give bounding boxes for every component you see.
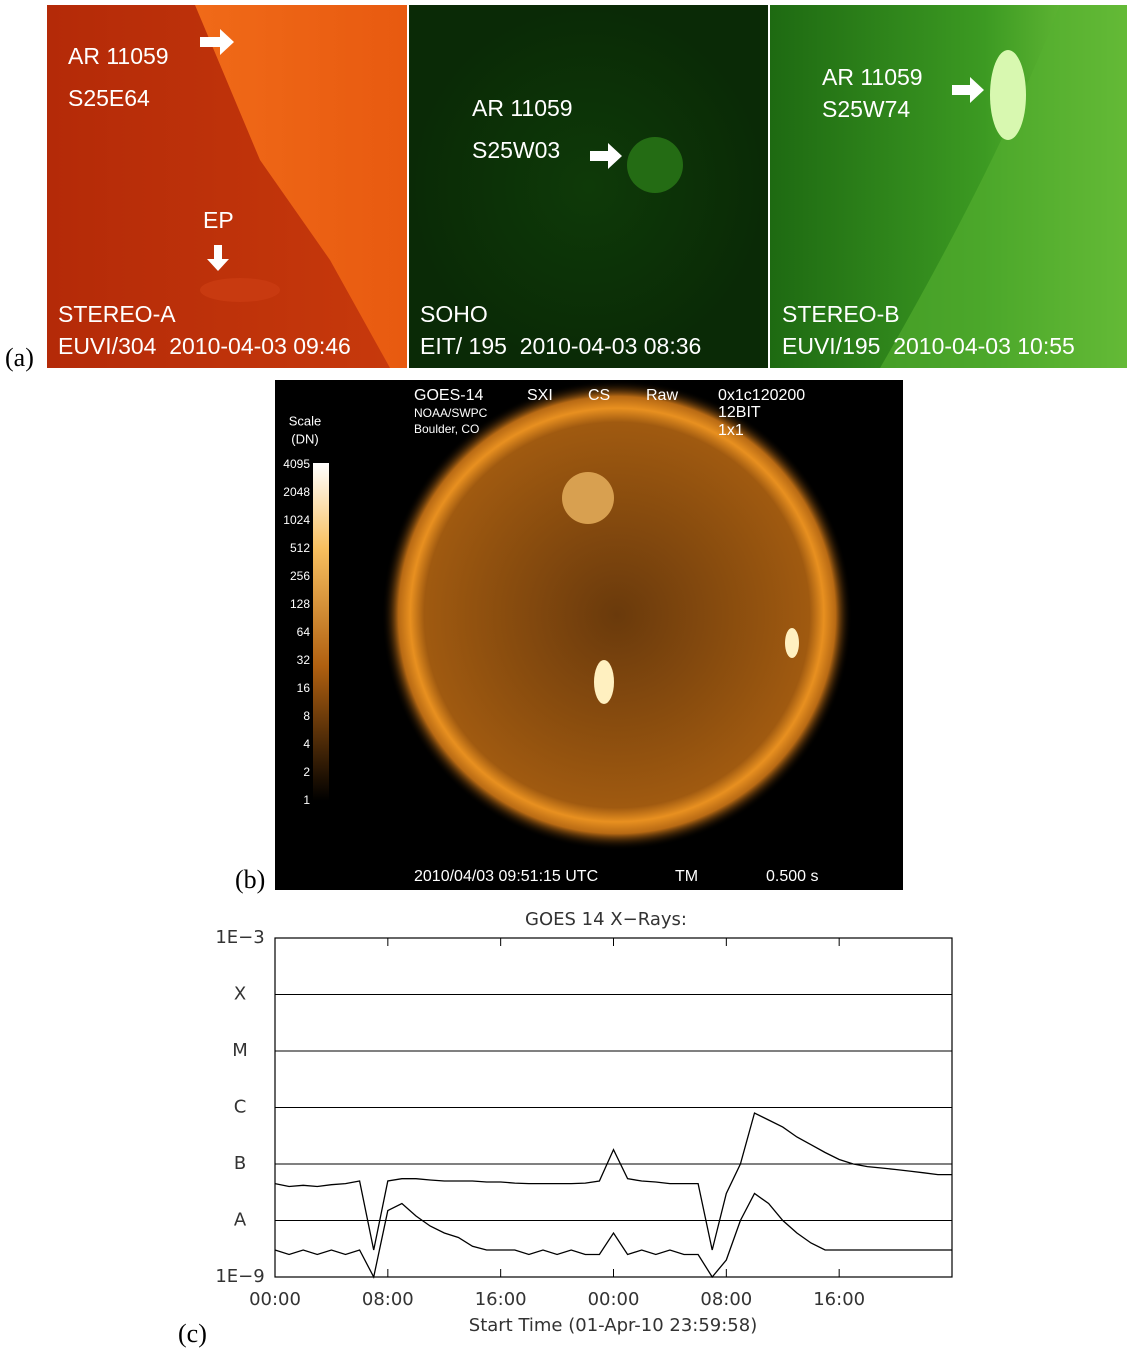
active-region (627, 137, 683, 193)
instrument: STEREO-A (58, 301, 176, 327)
footer: TM (675, 868, 698, 885)
scale-tick-label: 4095 (283, 457, 310, 471)
scale-tick-label: 2 (303, 765, 310, 779)
active-region (990, 50, 1026, 140)
instrument: STEREO-B (782, 301, 900, 327)
format: 12BIT (718, 404, 761, 421)
scale-tick-label: 4 (303, 737, 310, 751)
scale-tick-label: 512 (290, 541, 310, 555)
scale-tick-label: 256 (290, 569, 310, 583)
annotation: S25E64 (68, 85, 150, 111)
scale-tick-label: 32 (297, 653, 311, 667)
caption: EIT/ 195 2010-04-03 08:36 (420, 333, 701, 359)
scale-tick-label: 1 (303, 793, 310, 807)
prominence (200, 278, 280, 302)
caption: EUVI/195 2010-04-03 10:55 (782, 333, 1075, 359)
annotation: S25W03 (472, 137, 560, 163)
scale-title: (DN) (291, 431, 318, 446)
flux-line (275, 1113, 952, 1250)
y-tick-label: B (234, 1153, 246, 1174)
annotation: AR 11059 (68, 43, 169, 69)
caption: EUVI/304 2010-04-03 09:46 (58, 333, 351, 359)
panel-label: (b) (235, 865, 265, 894)
header: GOES-14 (414, 387, 483, 404)
header: CS (588, 387, 610, 404)
annotation: S25W74 (822, 96, 910, 122)
annotation: AR 11059 (822, 64, 923, 90)
scale-tick-label: 1024 (283, 513, 310, 527)
bright-region (562, 472, 614, 524)
annotation: EP (203, 207, 234, 233)
y-tick-label: 1E−3 (215, 927, 264, 948)
instrument: SOHO (420, 301, 488, 327)
x-tick-label: 00:00 (588, 1289, 640, 1310)
x-tick-label: 16:00 (813, 1289, 865, 1310)
header: 0x1c120200 (718, 387, 805, 404)
footer: 0.500 s (766, 868, 818, 885)
x-tick-label: 08:00 (362, 1289, 414, 1310)
color-bar (313, 463, 329, 801)
scale-tick-label: 64 (297, 625, 311, 639)
figure: AR 11059 S25E64 EP STEREO-A EUVI/304 201… (0, 0, 1127, 1351)
sun (382, 380, 852, 850)
header: SXI (527, 387, 553, 404)
y-tick-label: X (234, 984, 246, 1005)
y-tick-label: 1E−9 (215, 1266, 264, 1287)
subheader: Boulder, CO (414, 422, 479, 436)
panel-label: (a) (5, 343, 34, 372)
header: Raw (646, 387, 678, 404)
y-tick-label: C (234, 1097, 247, 1118)
format: 1x1 (718, 422, 744, 439)
flare (785, 628, 799, 658)
chart-title: GOES 14 X−Rays: (525, 909, 687, 930)
scale-title: Scale (289, 413, 322, 428)
scale-tick-label: 16 (297, 681, 311, 695)
flare (594, 660, 614, 704)
panel-label: (c) (178, 1319, 207, 1348)
scale-tick-label: 8 (303, 709, 310, 723)
footer: 2010/04/03 09:51:15 UTC (414, 868, 598, 885)
x-tick-label: 16:00 (475, 1289, 527, 1310)
x-tick-label: 08:00 (700, 1289, 752, 1310)
y-tick-label: A (234, 1210, 247, 1231)
y-tick-label: M (232, 1040, 248, 1061)
x-axis-label: Start Time (01-Apr-10 23:59:58) (469, 1315, 757, 1336)
scale-tick-label: 2048 (283, 485, 310, 499)
x-tick-label: 00:00 (249, 1289, 301, 1310)
subheader: NOAA/SWPC (414, 406, 488, 420)
annotation: AR 11059 (472, 95, 573, 121)
scale-tick-label: 128 (290, 597, 310, 611)
plot: 1E−9 A B C M X 1E−3 00:00 08:00 16:00 00:00 08:00 16… (215, 927, 952, 1310)
